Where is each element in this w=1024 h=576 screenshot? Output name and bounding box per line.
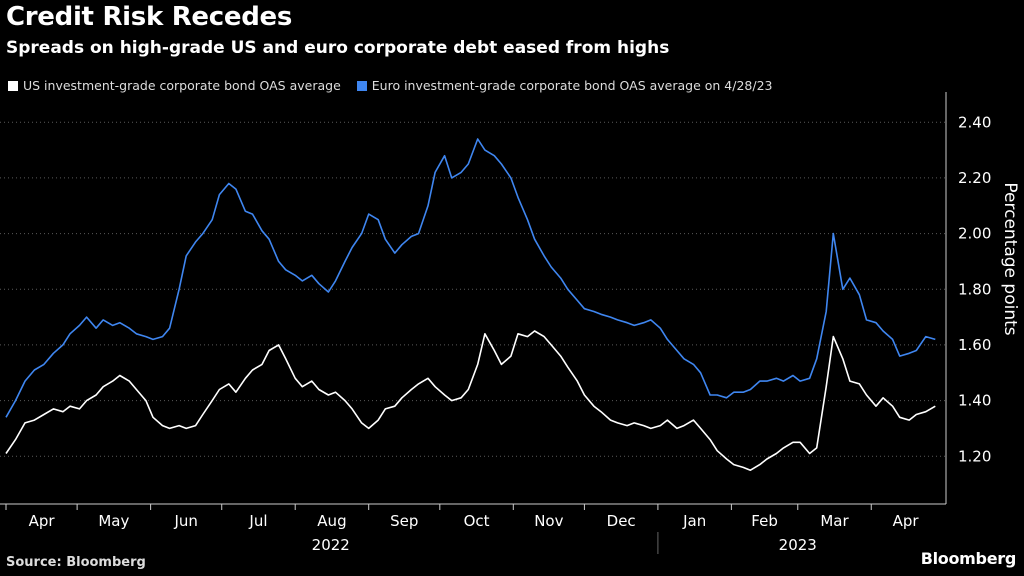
legend-item-euro: Euro investment-grade corporate bond OAS…: [356, 78, 773, 93]
x-tick-label: Jan: [682, 512, 706, 530]
x-tick-label: Aug: [317, 512, 346, 530]
x-tick-label: Mar: [820, 512, 849, 530]
source-note: Source: Bloomberg: [6, 555, 146, 570]
y-tick-label: 2.20: [958, 169, 991, 187]
gridlines: [0, 121, 946, 457]
x-tick-label: Dec: [607, 512, 636, 530]
x-tick-label: Jul: [248, 512, 267, 530]
chart-title: Credit Risk Recedes: [6, 2, 293, 32]
legend-label-euro: Euro investment-grade corporate bond OAS…: [371, 78, 773, 93]
brand-logo: Bloomberg: [920, 549, 1017, 568]
x-tick-label: Apr: [893, 512, 920, 530]
x-tick-label: May: [98, 512, 129, 530]
legend-swatch-us: [8, 80, 18, 91]
x-tick-label: Sep: [390, 512, 418, 530]
year-label: 2023: [779, 536, 817, 554]
y-tick-label: 1.40: [958, 392, 991, 410]
chart-subtitle: Spreads on high-grade US and euro corpor…: [6, 38, 670, 58]
x-tick-label: Apr: [29, 512, 56, 530]
y-tick-label: 2.40: [958, 113, 991, 131]
x-tick-label: Feb: [751, 512, 778, 530]
y-tick-label: 1.60: [958, 336, 991, 354]
y-axis: 1.20 1.40 1.60 1.80 2.00 2.20 2.40 Percentage p…: [945, 92, 1020, 504]
legend-swatch-euro: [356, 80, 367, 91]
y-tick-label: 1.80: [958, 280, 991, 298]
x-tick-label: Oct: [464, 512, 490, 530]
y-axis-label: Percentage points: [1000, 182, 1020, 335]
series-lines: [5, 138, 936, 471]
y-tick-label: 1.20: [958, 447, 991, 465]
year-label: 2022: [312, 536, 350, 554]
x-tick-label: Jun: [173, 512, 197, 530]
legend-item-us: US investment-grade corporate bond OAS a…: [8, 78, 341, 93]
x-tick-label: Nov: [534, 512, 563, 530]
y-tick-label: 2.00: [958, 225, 991, 243]
legend: US investment-grade corporate bond OAS a…: [8, 78, 772, 93]
series-line-us: [5, 330, 936, 471]
x-axis: Apr May Jun Jul Aug Sep Oct Nov Dec Jan Feb Mar Apr 2…: [0, 503, 946, 554]
series-line-euro: [5, 138, 936, 418]
legend-label-us: US investment-grade corporate bond OAS a…: [23, 78, 341, 93]
